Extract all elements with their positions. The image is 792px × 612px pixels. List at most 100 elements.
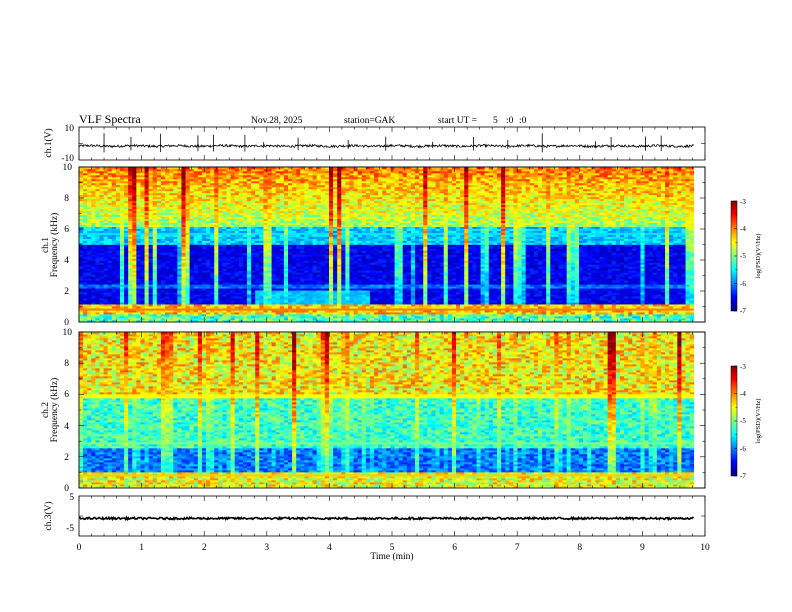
spectrogram-cell bbox=[296, 182, 301, 186]
spectrogram-cell bbox=[185, 216, 190, 220]
spectrogram-cell bbox=[226, 304, 231, 307]
spectrogram-cell bbox=[288, 174, 293, 178]
spectrogram-cell bbox=[115, 320, 121, 323]
spectrogram-cell bbox=[288, 196, 293, 200]
spectrogram-cell bbox=[267, 244, 272, 247]
spectrogram-cell bbox=[283, 218, 289, 222]
spectrogram-cell bbox=[292, 194, 297, 198]
spectrogram-cell bbox=[185, 286, 190, 289]
spectrogram-cell bbox=[300, 316, 305, 319]
spectrogram-cell bbox=[128, 258, 133, 261]
spectrogram-cell bbox=[99, 320, 104, 323]
spectrogram-cell bbox=[148, 314, 154, 317]
spectrogram-cell bbox=[259, 288, 264, 291]
spectrogram-cell bbox=[148, 248, 154, 251]
spectrogram-cell bbox=[169, 306, 174, 309]
spectrogram-cell bbox=[193, 172, 199, 176]
spectrogram-cell bbox=[152, 234, 158, 237]
spectrogram-cell bbox=[185, 167, 190, 170]
spectrogram-cell bbox=[201, 272, 207, 275]
spectrogram-cell bbox=[234, 168, 240, 172]
spectrogram-cell bbox=[189, 316, 195, 319]
spectrogram-cell bbox=[136, 234, 141, 237]
spectrogram-cell bbox=[79, 186, 84, 190]
spectrogram-cell bbox=[206, 174, 211, 178]
spectrogram-cell bbox=[132, 288, 137, 291]
spectrogram-cell bbox=[292, 286, 297, 289]
spectrogram-cell bbox=[91, 170, 96, 174]
spectrogram-cell bbox=[107, 314, 113, 317]
spectrogram-cell bbox=[156, 300, 162, 303]
spectrogram-cell bbox=[292, 244, 297, 247]
spectrogram-cell bbox=[111, 240, 117, 243]
spectrogram-cell bbox=[124, 176, 129, 180]
spectrogram-cell bbox=[83, 278, 88, 281]
spectrogram-cell bbox=[283, 220, 289, 223]
spectrogram-cell bbox=[259, 196, 264, 200]
spectrogram-cell bbox=[119, 270, 125, 273]
spectrogram-cell bbox=[279, 222, 285, 225]
spectrogram-cell bbox=[247, 252, 252, 255]
spectrogram-cell bbox=[271, 268, 277, 271]
spectrogram-cell bbox=[234, 240, 240, 243]
spectrogram-cell bbox=[230, 182, 236, 186]
spectrogram-cell bbox=[222, 288, 227, 291]
spectrogram-cell bbox=[91, 232, 96, 235]
spectrogram-cell bbox=[83, 178, 88, 182]
spectrogram-cell bbox=[251, 314, 256, 317]
spectrogram-cell bbox=[193, 262, 199, 265]
spectrogram-cell bbox=[177, 202, 182, 206]
spectrogram-cell bbox=[144, 174, 150, 178]
spectrogram-cell bbox=[283, 186, 289, 190]
spectrogram-cell bbox=[304, 276, 309, 279]
spectrogram-cell bbox=[181, 296, 186, 299]
spectrogram-cell bbox=[296, 216, 301, 220]
spectrogram-cell bbox=[91, 278, 96, 281]
spectrogram-cell bbox=[275, 270, 281, 273]
spectrogram-cell bbox=[115, 238, 121, 241]
spectrogram-cell bbox=[279, 316, 285, 319]
spectrogram-cell bbox=[185, 180, 190, 184]
spectrogram-cell bbox=[103, 172, 109, 176]
spectrogram-cell bbox=[165, 274, 170, 277]
spectrogram-cell bbox=[177, 170, 182, 174]
spectrogram-cell bbox=[173, 250, 178, 253]
spectrogram-cell bbox=[255, 286, 260, 289]
spectrogram-cell bbox=[91, 292, 96, 295]
spectrogram-cell bbox=[255, 310, 260, 313]
spectrogram-cell bbox=[87, 298, 92, 301]
spectrogram-cell bbox=[316, 184, 322, 188]
spectrogram-cell bbox=[206, 190, 211, 194]
spectrogram-cell bbox=[226, 300, 231, 303]
spectrogram-cell bbox=[95, 210, 100, 214]
spectrogram-cell bbox=[87, 190, 92, 194]
spectrogram-cell bbox=[83, 286, 88, 289]
spectrogram-cell bbox=[242, 258, 248, 261]
spectrogram-cell bbox=[99, 290, 104, 293]
spectrogram-cell bbox=[91, 208, 96, 212]
spectrogram-cell bbox=[255, 172, 260, 176]
spectrogram-cell bbox=[165, 312, 170, 315]
spectrogram-cell bbox=[181, 220, 186, 223]
spectrogram-cell bbox=[99, 192, 104, 196]
spectrogram-cell bbox=[312, 230, 318, 233]
spectrogram-cell bbox=[193, 284, 199, 287]
spectrogram-cell bbox=[218, 220, 223, 223]
spectrogram-cell bbox=[185, 310, 190, 313]
spectrogram-cell bbox=[308, 242, 313, 245]
spectrogram-cell bbox=[222, 318, 227, 321]
spectrogram-cell bbox=[242, 246, 248, 249]
spectrogram-cell bbox=[160, 274, 166, 277]
spectrogram-cell bbox=[185, 266, 190, 269]
spectrogram-cell bbox=[210, 170, 215, 174]
spectrogram-cell bbox=[210, 226, 215, 229]
spectrogram-cell bbox=[115, 178, 121, 182]
spectrogram-cell bbox=[263, 272, 268, 275]
spectrogram-cell bbox=[177, 212, 182, 216]
spectrogram-cell bbox=[173, 238, 178, 241]
spectrogram-cell bbox=[189, 286, 195, 289]
spectrogram-cell bbox=[238, 236, 244, 239]
spectrogram-cell bbox=[210, 210, 215, 214]
spectrogram-cell bbox=[115, 224, 121, 227]
spectrogram-cell bbox=[255, 258, 260, 261]
